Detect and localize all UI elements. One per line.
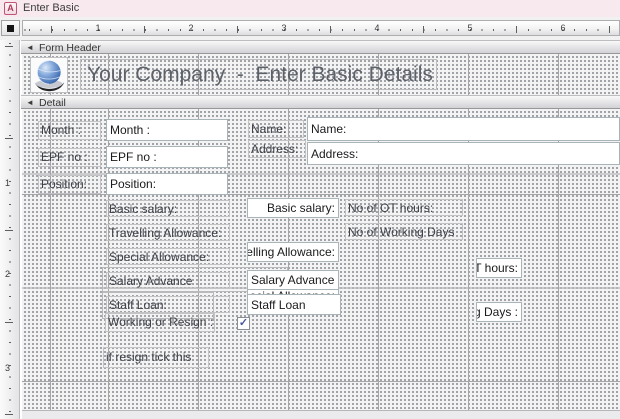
form-header-bar-label: Form Header (39, 42, 101, 54)
travelling-allowance-label[interactable]: Travelling Allowance: (106, 224, 230, 241)
checkmark-icon: ✓ (238, 317, 249, 329)
detail-section[interactable]: Month : Month : EPF no : EPF no : Positi… (22, 109, 620, 410)
staff-loan-textbox[interactable]: Staff Loan (247, 294, 341, 315)
resign-checkbox[interactable]: ✓ (237, 317, 250, 330)
basic-salary-textbox[interactable]: Basic salary: (247, 198, 339, 218)
horizontal-ruler[interactable]: 1 2 3 4 5 6 (22, 20, 620, 36)
salary-advance-label[interactable]: Salary Advance (106, 272, 230, 289)
access-form-icon: A (4, 2, 17, 15)
salary-advance-textbox[interactable]: Salary Advance (247, 270, 339, 290)
epf-no-label[interactable]: EPF no : (38, 148, 101, 167)
ruler-number: 3 (281, 23, 287, 33)
travelling-allowance-textbox[interactable]: Travelling Allowance: (247, 242, 339, 262)
tab-title[interactable]: Enter Basic (23, 2, 80, 14)
horizontal-ruler-half-ticks (23, 26, 619, 33)
form-header-section[interactable]: Your Company - Enter Basic Details (22, 54, 620, 95)
textbox-text: Basic salary: (266, 201, 335, 215)
basic-salary-label[interactable]: Basic salary: (106, 200, 230, 217)
ot-hours-textbox[interactable]: No of OT hours: (476, 258, 522, 278)
position-textbox[interactable]: Position: (106, 173, 228, 195)
ot-hours-label[interactable]: No of OT hours: (345, 199, 463, 216)
staff-loan-label[interactable]: Staff Loan: (106, 296, 230, 313)
access-form-icon-letter: A (7, 3, 14, 13)
company-globe-logo-icon[interactable] (30, 57, 68, 93)
working-resign-label[interactable]: Working or Resign : (105, 313, 215, 332)
staff-loan-rectangle[interactable] (102, 292, 214, 319)
ruler-number: 5 (467, 23, 473, 33)
form-bottom-edge (22, 410, 620, 419)
month-label[interactable]: Month : (38, 121, 101, 140)
working-days-textbox[interactable]: No of Working Days : (476, 302, 522, 322)
textbox-text: No of OT hours: (477, 261, 518, 275)
detail-bar-label: Detail (39, 97, 66, 109)
ruler-number: 6 (560, 23, 566, 33)
form-selector-square-icon (7, 24, 14, 32)
ruler-row: 1 2 3 4 5 6 (0, 17, 620, 40)
ruler-number: 2 (188, 23, 194, 33)
ruler-number: 1 (4, 178, 10, 188)
document-tab-bar: A Enter Basic (0, 0, 620, 18)
vertical-ruler-half-ticks (5, 40, 13, 419)
textbox-text: No of Working Days : (477, 305, 518, 319)
ruler-number: 2 (4, 269, 10, 279)
textbox-text: Travelling Allowance: (248, 245, 335, 259)
section-collapse-arrow-icon: ◄ (26, 98, 34, 107)
working-days-label[interactable]: No of Working Days (345, 223, 463, 240)
detail-section-bar[interactable]: ◄ Detail (21, 95, 620, 109)
address-textbox[interactable]: Address: (307, 142, 620, 165)
name-label[interactable]: Name: (248, 120, 304, 138)
header-title-label[interactable]: Your Company - Enter Basic Details (80, 59, 437, 90)
ruler-number: 1 (95, 23, 101, 33)
section-collapse-arrow-icon: ◄ (26, 43, 34, 52)
name-textbox[interactable]: Name: (307, 117, 620, 141)
address-label[interactable]: Address: (248, 140, 306, 158)
month-textbox[interactable]: Month : (106, 119, 228, 141)
form-selector-button[interactable] (1, 20, 20, 36)
form-header-section-bar[interactable]: ◄ Form Header (21, 40, 620, 54)
position-label[interactable]: Position: (38, 175, 101, 194)
special-allowance-label[interactable]: Special Allowance: (106, 248, 230, 265)
ruler-number: 3 (4, 363, 10, 373)
vertical-ruler[interactable]: 1 2 3 (0, 40, 20, 419)
epf-no-textbox[interactable]: EPF no : (106, 146, 228, 168)
ruler-number: 4 (374, 23, 380, 33)
resign-note-label[interactable]: if resign tick this (103, 347, 209, 368)
